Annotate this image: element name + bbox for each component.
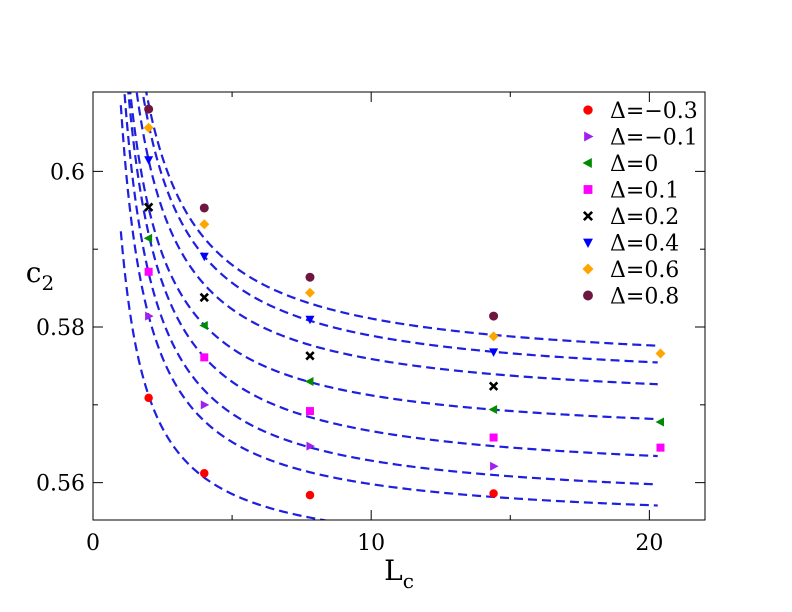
data-point xyxy=(304,376,314,386)
legend-marker xyxy=(583,185,593,194)
legend-marker xyxy=(582,263,594,275)
data-point xyxy=(656,443,665,452)
data-point xyxy=(199,292,209,303)
data-point xyxy=(143,233,153,243)
data-point xyxy=(305,351,315,361)
x-axis-label-subscript: c xyxy=(403,569,414,593)
data-point xyxy=(306,441,315,451)
data-point xyxy=(488,404,498,414)
y-tick-label: 0.58 xyxy=(36,316,85,341)
data-point xyxy=(305,490,315,500)
y-axis-label-subscript: 2 xyxy=(41,271,54,295)
fit-curves xyxy=(119,92,658,520)
legend-label: Δ=0.4 xyxy=(610,232,679,257)
y-axis-label: c2 xyxy=(26,256,54,295)
data-point xyxy=(488,381,499,391)
data-point xyxy=(143,122,154,133)
legend-label: Δ=0.6 xyxy=(610,258,679,283)
legend-marker xyxy=(583,105,593,115)
data-point xyxy=(489,489,498,498)
data-point xyxy=(144,156,154,165)
data-point xyxy=(489,348,499,357)
legend-label: Δ=0.1 xyxy=(610,179,679,204)
fit-curve xyxy=(119,105,658,507)
data-point xyxy=(489,311,499,321)
fit-curve xyxy=(135,92,658,386)
data-point xyxy=(199,219,210,230)
x-tick-label: 0 xyxy=(86,531,100,556)
legend-marker xyxy=(583,238,593,248)
data-point xyxy=(143,202,154,212)
data-point xyxy=(199,320,208,330)
legend-label: Δ=−0.1 xyxy=(610,126,698,151)
fit-curve xyxy=(119,231,330,520)
data-point xyxy=(305,407,314,416)
data-point xyxy=(200,469,209,478)
data-point xyxy=(144,267,153,276)
fit-curve xyxy=(129,92,658,421)
data-point xyxy=(199,203,209,213)
fit-curve xyxy=(141,92,658,364)
data-point xyxy=(488,331,499,342)
y-tick-label: 0.6 xyxy=(50,160,85,185)
data-point xyxy=(655,348,666,359)
data-point xyxy=(489,433,498,442)
data-point xyxy=(655,417,664,427)
data-points xyxy=(143,104,666,500)
legend-label: Δ=−0.3 xyxy=(610,99,698,124)
x-tick-label: 10 xyxy=(357,531,385,556)
legend-label: Δ=0.8 xyxy=(610,285,679,310)
data-point xyxy=(200,353,209,362)
data-point xyxy=(200,400,210,410)
data-point xyxy=(145,311,154,321)
legend-marker xyxy=(582,210,594,222)
y-tick-label: 0.56 xyxy=(36,472,85,497)
data-point xyxy=(304,287,315,298)
legend-marker xyxy=(584,131,594,142)
plot-frame xyxy=(92,91,706,521)
data-point xyxy=(144,393,153,403)
fit-curve xyxy=(123,92,658,486)
fit-curve xyxy=(145,92,658,347)
x-axis-label: Lc xyxy=(384,554,414,593)
legend-marker xyxy=(583,290,593,301)
data-point xyxy=(199,252,209,262)
legend: Δ=−0.3Δ=−0.1Δ=0Δ=0.1Δ=0.2Δ=0.4Δ=0.6Δ=0.8 xyxy=(582,99,698,310)
legend-label: Δ=0.2 xyxy=(610,205,679,230)
axis-ticks: 0 10 20 0.56 0.58 0.6 xyxy=(36,92,705,556)
data-point xyxy=(490,461,499,471)
legend-marker xyxy=(582,158,592,168)
data-point xyxy=(144,104,154,114)
fit-curve xyxy=(127,92,658,458)
x-tick-label: 20 xyxy=(635,531,663,556)
data-point xyxy=(305,272,315,282)
data-point xyxy=(305,315,315,325)
legend-label: Δ=0 xyxy=(610,152,658,177)
